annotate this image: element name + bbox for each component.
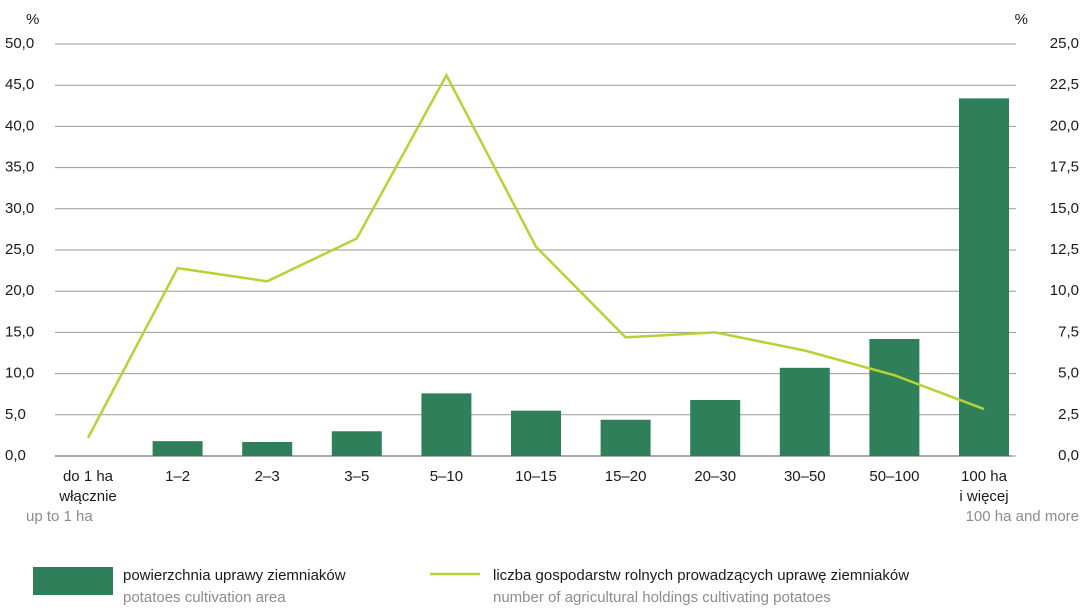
y2-tick-label: 12,5 — [1050, 241, 1079, 258]
y-tick-label: 30,0 — [5, 200, 34, 217]
y2-tick-label: 0,0 — [1058, 447, 1079, 464]
legend-label: powierzchnia uprawy ziemniaków — [123, 567, 346, 584]
y-tick-label: 45,0 — [5, 76, 34, 93]
bar — [511, 410, 561, 456]
bar — [242, 441, 293, 456]
x-tick-label: 15–20 — [605, 468, 647, 485]
x-tick-label: 1–2 — [165, 468, 190, 485]
y-axis-label: % — [26, 11, 39, 28]
y2-tick-label: 25,0 — [1050, 35, 1079, 52]
y-tick-label: 0,0 — [5, 447, 26, 464]
bar — [331, 431, 382, 456]
bar — [421, 393, 472, 456]
y-tick-label: 35,0 — [5, 159, 34, 176]
x-tick-label: 100 ha — [961, 468, 1008, 485]
bar — [152, 441, 203, 456]
x-tick-label: i więcej — [959, 488, 1008, 505]
x-sublabel: 100 ha and more — [966, 508, 1079, 525]
legend-sublabel: number of agricultural holdings cultivat… — [493, 589, 831, 606]
legend-sublabel: potatoes cultivation area — [123, 589, 286, 606]
bar — [869, 338, 920, 456]
y-tick-label: 40,0 — [5, 117, 34, 134]
legend-label: liczba gospodarstw rolnych prowadzących … — [493, 567, 909, 584]
x-tick-label: 3–5 — [344, 468, 369, 485]
legend-swatch — [33, 567, 113, 595]
x-tick-label: 5–10 — [430, 468, 463, 485]
y-tick-label: 15,0 — [5, 323, 34, 340]
x-tick-label: 20–30 — [694, 468, 736, 485]
y-tick-label: 5,0 — [5, 406, 26, 423]
y2-tick-label: 5,0 — [1058, 365, 1079, 382]
bar — [779, 367, 830, 456]
x-tick-label: 50–100 — [869, 468, 919, 485]
y2-tick-label: 10,0 — [1050, 282, 1079, 299]
y2-tick-label: 20,0 — [1050, 117, 1079, 134]
bar — [959, 98, 1009, 456]
x-tick-label: do 1 ha — [63, 468, 114, 485]
y2-axis-label: % — [1015, 11, 1028, 28]
y2-tick-label: 17,5 — [1050, 159, 1079, 176]
y-tick-label: 25,0 — [5, 241, 34, 258]
y2-tick-label: 15,0 — [1050, 200, 1079, 217]
y-tick-label: 50,0 — [5, 35, 34, 52]
line — [86, 72, 985, 439]
x-tick-label: 2–3 — [255, 468, 280, 485]
x-tick-label: włącznie — [58, 488, 117, 505]
y-tick-label: 10,0 — [5, 365, 34, 382]
x-tick-label: 10–15 — [515, 468, 557, 485]
x-sublabel: up to 1 ha — [26, 508, 93, 525]
y2-tick-label: 22,5 — [1050, 76, 1079, 93]
y-tick-label: 20,0 — [5, 282, 34, 299]
y2-tick-label: 7,5 — [1058, 323, 1079, 340]
y2-tick-label: 2,5 — [1058, 406, 1079, 423]
bar — [690, 399, 741, 456]
x-tick-label: 30–50 — [784, 468, 826, 485]
bar — [600, 419, 651, 456]
